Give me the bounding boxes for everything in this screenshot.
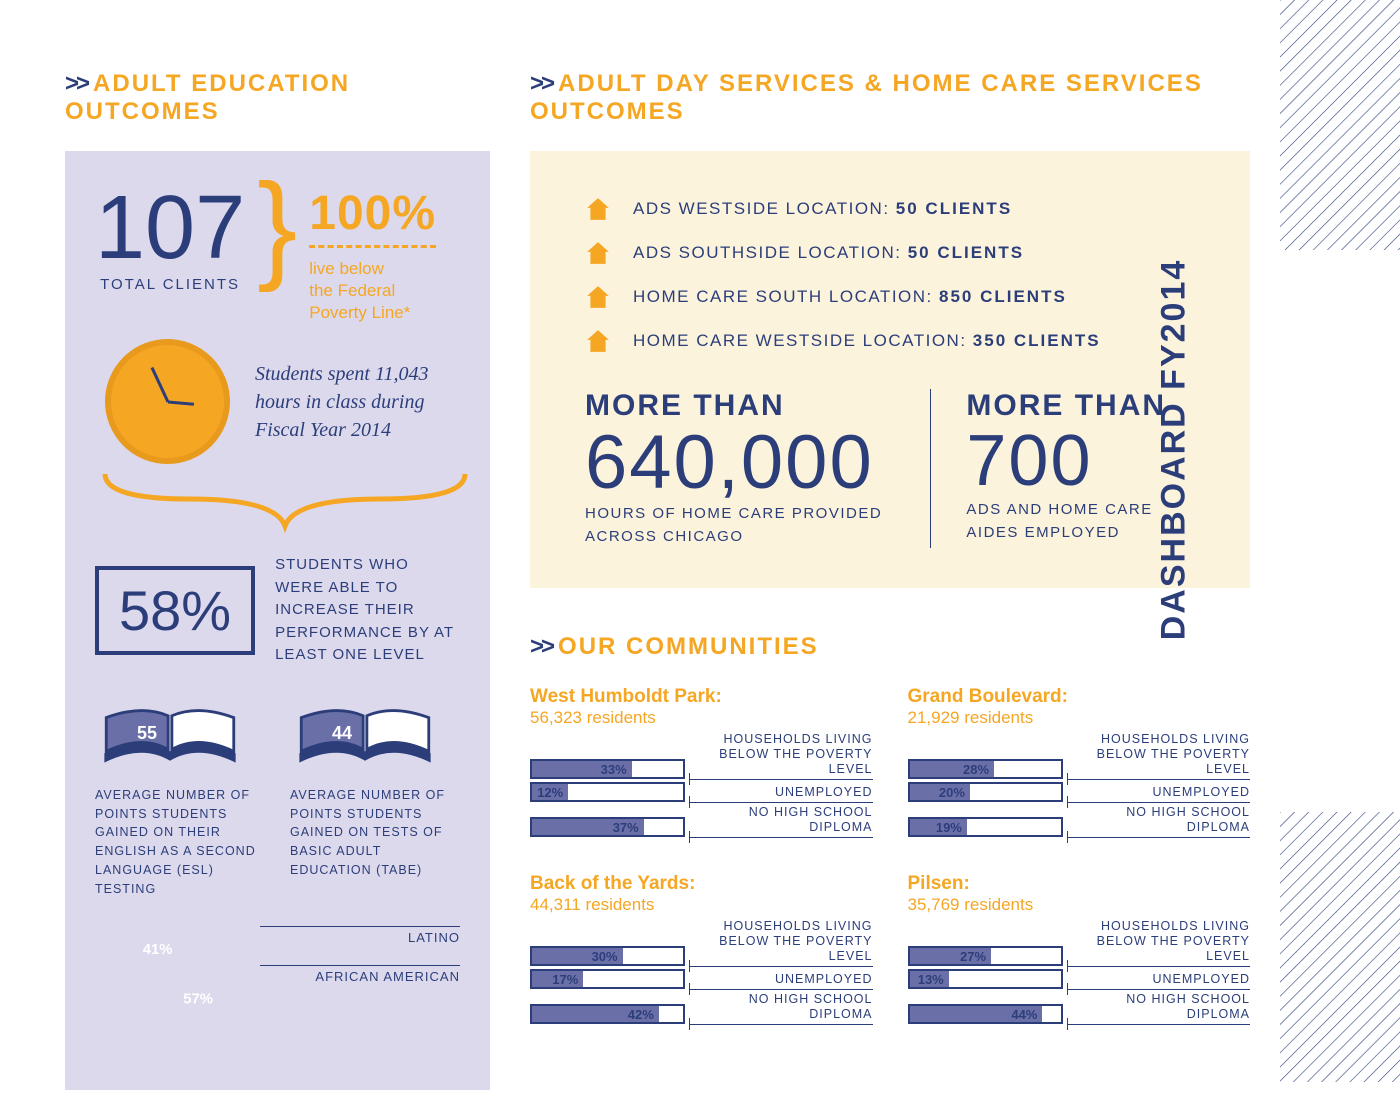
community-block: Grand Boulevard: 21,929 residents 28% HO…	[908, 686, 1251, 838]
communities-title: >>OUR COMMUNITIES	[530, 633, 1250, 661]
book-icon-tabe: 44	[290, 697, 460, 772]
house-icon	[585, 328, 611, 354]
community-residents: 56,323 residents	[530, 708, 873, 728]
community-name: Grand Boulevard:	[908, 686, 1251, 708]
education-panel: 107 TOTAL CLIENTS } 100% live below the …	[65, 151, 490, 1090]
demographics-pie-chart: 41% 57%	[77, 892, 268, 1083]
hundred-percent: 100%	[309, 186, 436, 248]
community-stat-row: 33% HOUSEHOLDS LIVING BELOW THE POVERTY …	[530, 732, 873, 780]
stat-bar: 44%	[908, 1004, 1063, 1024]
community-stat-row: 12% UNEMPLOYED	[530, 782, 873, 803]
house-icon	[585, 284, 611, 310]
community-residents: 44,311 residents	[530, 895, 873, 915]
community-stat-row: 19% NO HIGH SCHOOL DIPLOMA	[908, 805, 1251, 838]
stat-label: NO HIGH SCHOOL DIPLOMA	[689, 992, 873, 1025]
book-icon-esl: 55	[95, 697, 265, 772]
community-block: West Humboldt Park: 56,323 residents 33%…	[530, 686, 873, 838]
community-stat-row: 17% UNEMPLOYED	[530, 969, 873, 990]
house-icon	[585, 240, 611, 266]
stat-bar: 33%	[530, 759, 685, 779]
house-icon	[585, 196, 611, 222]
stat-label: HOUSEHOLDS LIVING BELOW THE POVERTY LEVE…	[1067, 919, 1251, 967]
hours-home-care-sub: HOURS OF HOME CARE PROVIDED ACROSS CHICA…	[585, 503, 890, 548]
stat-bar: 12%	[530, 782, 685, 802]
stat-bar: 27%	[908, 946, 1063, 966]
stat-bar: 42%	[530, 1004, 685, 1024]
community-stat-row: 28% HOUSEHOLDS LIVING BELOW THE POVERTY …	[908, 732, 1251, 780]
hatch-decoration-top	[1280, 0, 1400, 250]
hours-home-care-number: 640,000	[585, 425, 890, 501]
stat-label: UNEMPLOYED	[1067, 785, 1251, 803]
performance-increase-text: STUDENTS WHO WERE ABLE TO INCREASE THEIR…	[275, 554, 460, 667]
stat-bar: 37%	[530, 817, 685, 837]
community-stat-row: 30% HOUSEHOLDS LIVING BELOW THE POVERTY …	[530, 919, 873, 967]
total-clients-number: 107	[95, 186, 245, 272]
stat-label: NO HIGH SCHOOL DIPLOMA	[1067, 992, 1251, 1025]
ads-location-row: HOME CARE WESTSIDE LOCATION: 350 CLIENTS	[585, 328, 1195, 354]
stat-bar: 19%	[908, 817, 1063, 837]
stat-bar: 17%	[530, 969, 685, 989]
tabe-caption: AVERAGE NUMBER OF POINTS STUDENTS GAINED…	[290, 786, 460, 880]
adult-education-title: >>ADULT EDUCATION OUTCOMES	[65, 70, 490, 126]
hours-in-class-text: Students spent 11,043 hours in class dur…	[255, 360, 460, 444]
community-name: West Humboldt Park:	[530, 686, 873, 708]
stat-label: HOUSEHOLDS LIVING BELOW THE POVERTY LEVE…	[1067, 732, 1251, 780]
dashboard-side-label: DASHBOARD FY2014	[1155, 259, 1194, 641]
svg-text:57%: 57%	[183, 992, 213, 1008]
community-block: Back of the Yards: 44,311 residents 30% …	[530, 873, 873, 1025]
stat-label: NO HIGH SCHOOL DIPLOMA	[1067, 805, 1251, 838]
ads-title: >>ADULT DAY SERVICES & HOME CARE SERVICE…	[530, 70, 1250, 126]
ads-panel: ADS WESTSIDE LOCATION: 50 CLIENTS ADS SO…	[530, 151, 1250, 588]
community-stat-row: 37% NO HIGH SCHOOL DIPLOMA	[530, 805, 873, 838]
clock-icon	[105, 339, 230, 464]
curly-brace-down-icon	[95, 464, 460, 539]
community-residents: 35,769 residents	[908, 895, 1251, 915]
stat-label: HOUSEHOLDS LIVING BELOW THE POVERTY LEVE…	[689, 732, 873, 780]
fifty-eight-percent-box: 58%	[95, 566, 255, 655]
community-stat-row: 20% UNEMPLOYED	[908, 782, 1251, 803]
community-stat-row: 42% NO HIGH SCHOOL DIPLOMA	[530, 992, 873, 1025]
stat-bar: 28%	[908, 759, 1063, 779]
community-stat-row: 13% UNEMPLOYED	[908, 969, 1251, 990]
community-name: Pilsen:	[908, 873, 1251, 895]
total-clients-label: TOTAL CLIENTS	[95, 276, 245, 293]
stat-label: UNEMPLOYED	[689, 785, 873, 803]
stat-label: HOUSEHOLDS LIVING BELOW THE POVERTY LEVE…	[689, 919, 873, 967]
community-stat-row: 44% NO HIGH SCHOOL DIPLOMA	[908, 992, 1251, 1025]
stat-label: NO HIGH SCHOOL DIPLOMA	[689, 805, 873, 838]
ads-location-row: HOME CARE SOUTH LOCATION: 850 CLIENTS	[585, 284, 1195, 310]
more-than-label-1: MORE THAN	[585, 389, 890, 423]
brace-icon: }	[257, 178, 297, 274]
ads-location-row: ADS WESTSIDE LOCATION: 50 CLIENTS	[585, 196, 1195, 222]
stat-bar: 30%	[530, 946, 685, 966]
stat-bar: 20%	[908, 782, 1063, 802]
stat-label: UNEMPLOYED	[1067, 972, 1251, 990]
pie-label-latino: LATINO	[260, 926, 460, 945]
community-residents: 21,929 residents	[908, 708, 1251, 728]
ads-location-row: ADS SOUTHSIDE LOCATION: 50 CLIENTS	[585, 240, 1195, 266]
poverty-line-text: live below the Federal Poverty Line*	[309, 258, 436, 324]
pie-label-african-american: AFRICAN AMERICAN	[260, 965, 460, 984]
hatch-decoration-bottom	[1280, 812, 1400, 1082]
esl-caption: AVERAGE NUMBER OF POINTS STUDENTS GAINED…	[95, 786, 265, 899]
community-block: Pilsen: 35,769 residents 27% HOUSEHOLDS …	[908, 873, 1251, 1025]
community-name: Back of the Yards:	[530, 873, 873, 895]
stat-label: UNEMPLOYED	[689, 972, 873, 990]
community-stat-row: 27% HOUSEHOLDS LIVING BELOW THE POVERTY …	[908, 919, 1251, 967]
svg-text:41%: 41%	[143, 942, 173, 958]
stat-bar: 13%	[908, 969, 1063, 989]
